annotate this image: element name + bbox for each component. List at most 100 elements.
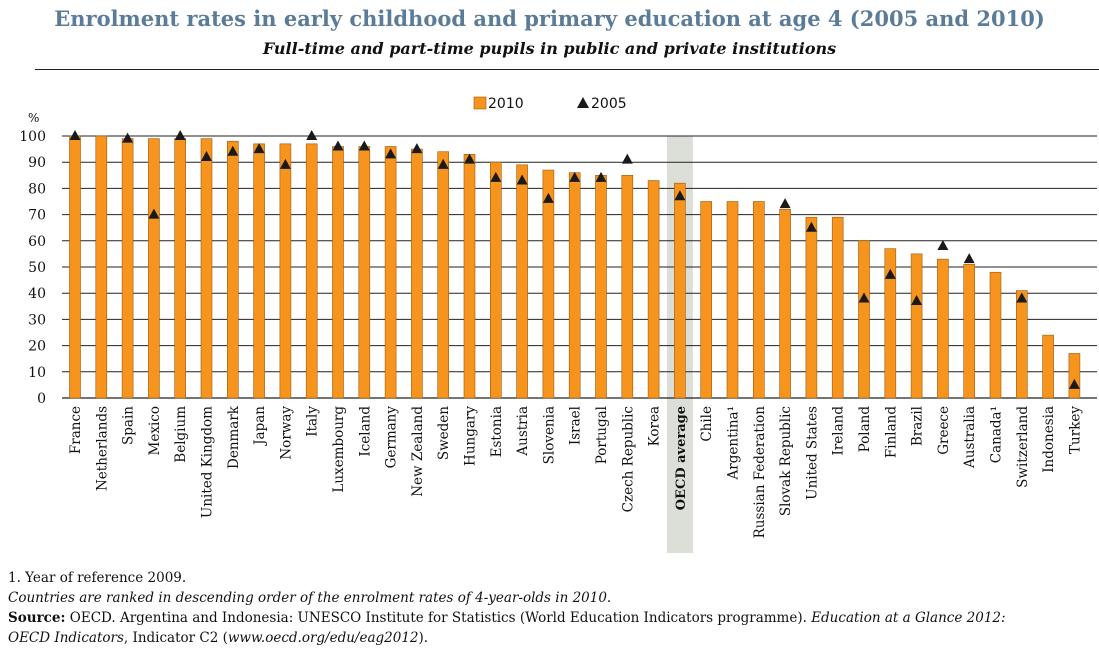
- marker-2005: [227, 145, 239, 156]
- bar-2010: [1068, 353, 1081, 399]
- marker-2005: [858, 292, 870, 303]
- x-category-label: Hungary: [463, 406, 479, 466]
- bar-2010: [227, 140, 239, 399]
- x-category-label: Brazil: [910, 406, 926, 446]
- marker-2005: [805, 221, 817, 232]
- bar-2010: [989, 271, 1002, 399]
- bar-2010: [332, 146, 344, 399]
- marker-2005: [306, 130, 318, 140]
- bar-2010: [726, 201, 739, 399]
- bar-2010: [779, 209, 791, 399]
- marker-2005: [963, 253, 975, 264]
- x-category-label: Greece: [936, 406, 952, 455]
- x-category-label: Luxembourg: [331, 406, 347, 493]
- source-line-2: OECD Indicators, Indicator C2 (www.oecd.…: [8, 628, 1099, 648]
- bar-2010: [437, 151, 450, 399]
- x-category-label: Switzerland: [1015, 406, 1031, 488]
- x-category-label: OECD average: [674, 406, 689, 510]
- y-tick-label: 60: [28, 234, 46, 250]
- y-tick-label: 20: [28, 339, 46, 355]
- ranking-note: Countries are ranked in descending order…: [8, 590, 612, 606]
- marker-2005: [411, 143, 423, 154]
- bar-2010: [858, 240, 870, 399]
- bar-2010: [200, 138, 213, 399]
- x-category-label: Germany: [384, 406, 400, 469]
- x-category-label: United Kingdom: [200, 406, 216, 518]
- marker-2005: [911, 295, 923, 306]
- x-category-label: Korea: [647, 406, 663, 446]
- marker-2005: [1068, 378, 1080, 389]
- x-category-label: Netherlands: [94, 406, 110, 491]
- x-category-label: Belgium: [173, 406, 189, 463]
- legend-label-2005: 2005: [591, 96, 627, 112]
- y-tick-label: 40: [28, 286, 46, 302]
- source-url[interactable]: www.oecd.org/edu/eag2012: [227, 630, 419, 646]
- bar-2010: [647, 180, 660, 399]
- x-category-label: Austria: [515, 406, 531, 457]
- y-tick-label: 100: [19, 129, 46, 145]
- x-category-label: Estonia: [489, 406, 505, 457]
- bar-2010: [963, 264, 976, 399]
- x-category-label: Spain: [121, 406, 137, 445]
- source-publication: Education at a Glance 2012:: [811, 610, 1006, 626]
- x-category-label: Japan: [252, 406, 268, 447]
- marker-2005: [148, 208, 160, 219]
- x-category-label: Mexico: [147, 406, 163, 455]
- bar-2010: [831, 216, 844, 399]
- x-category-label: Russian Federation: [752, 406, 768, 539]
- chart-notes: 1. Year of reference 2009. Countries are…: [8, 568, 1099, 648]
- bar-2010: [384, 146, 397, 399]
- bar-2010: [805, 216, 818, 399]
- bar-2010: [411, 148, 423, 399]
- bar-2010: [700, 201, 713, 399]
- bar-2010: [121, 138, 134, 399]
- x-category-label: Australia: [962, 406, 978, 469]
- bar-2010: [489, 161, 502, 399]
- chart-subtitle: Full-time and part-time pupils in public…: [262, 39, 837, 58]
- marker-2005: [174, 130, 186, 140]
- bar-2010: [516, 164, 528, 399]
- x-category-label: Czech Republic: [620, 406, 636, 512]
- x-category-label: Turkey: [1067, 406, 1083, 454]
- bar-2010: [674, 182, 686, 399]
- bar-2010: [174, 138, 186, 399]
- marker-2005: [69, 130, 81, 140]
- marker-2005: [437, 158, 449, 169]
- marker-2005: [569, 171, 581, 182]
- bar-2010: [752, 201, 765, 399]
- bar-2010: [69, 135, 81, 399]
- x-category-label: Iceland: [357, 406, 373, 457]
- marker-2005: [779, 198, 791, 209]
- source-text: OECD. Argentina and Indonesia: UNESCO In…: [65, 610, 812, 626]
- x-category-label: Slovenia: [541, 406, 557, 464]
- x-category-label: Chile: [699, 406, 715, 442]
- marker-2005: [595, 171, 607, 182]
- bar-2010: [542, 169, 555, 399]
- y-tick-label: 70: [28, 208, 46, 224]
- marker-2005: [490, 171, 502, 182]
- bar-2010: [279, 143, 292, 399]
- enrolment-bar-chart: % 0 10 20 30 40 50 60 70 80 90 100 France Netherlands…: [19, 96, 1097, 553]
- source-end: ).: [418, 630, 429, 646]
- marker-2005: [385, 148, 397, 159]
- footnote: 1. Year of reference 2009.: [8, 570, 187, 586]
- chart-title: Enrolment rates in early childhood and p…: [54, 6, 1045, 31]
- x-category-label: Ireland: [831, 406, 847, 456]
- bar-2010: [595, 175, 607, 399]
- legend-marker-2005: [577, 97, 589, 108]
- source-line: Source: OECD. Argentina and Indonesia: U…: [8, 608, 1099, 628]
- bar-2010: [463, 154, 476, 399]
- x-category-label: Poland: [857, 406, 873, 453]
- x-category-label: Canada¹: [989, 406, 1005, 463]
- bar-2010: [910, 253, 923, 399]
- marker-2005: [516, 174, 528, 185]
- marker-2005: [621, 153, 633, 164]
- source-publication-2: OECD Indicators: [8, 630, 124, 646]
- marker-2005: [358, 140, 370, 151]
- x-category-label: Sweden: [436, 406, 452, 460]
- x-category-label: Israel: [568, 406, 584, 445]
- bar-2010: [1015, 290, 1028, 399]
- x-category-label: Denmark: [226, 405, 242, 469]
- x-category-label: France: [68, 406, 84, 454]
- y-tick-label: 0: [37, 391, 46, 407]
